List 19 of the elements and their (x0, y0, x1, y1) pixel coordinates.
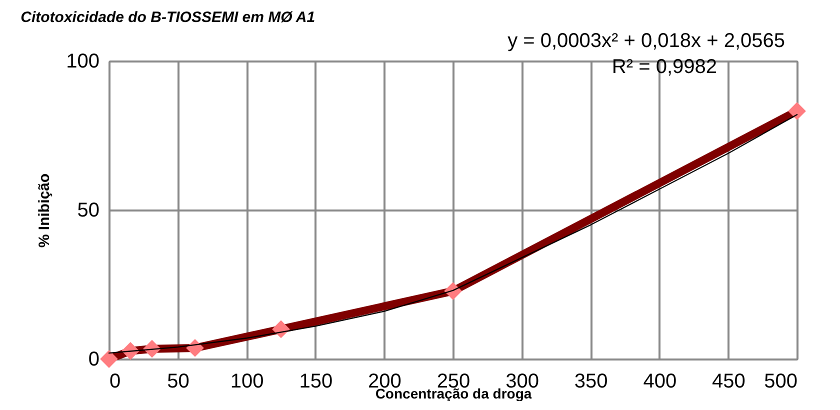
y-tick-label: 50 (77, 200, 100, 222)
x-tick-label: 300 (506, 370, 539, 392)
x-tick-label: 0 (110, 370, 121, 392)
point (788, 102, 806, 120)
chart-title: Citotoxicidade do B-TIOSSEMI em MØ A1 (20, 9, 316, 26)
x-tick-label: 500 (764, 370, 798, 392)
y-tick-label: 100 (66, 50, 100, 72)
text: y = 0,0003x² + 0,018x + 2,0565 (508, 30, 785, 52)
x-tick-label: 50 (167, 370, 190, 392)
point (272, 320, 290, 338)
x-tick-label: 400 (643, 370, 677, 392)
point (100, 350, 118, 368)
x-tick-label: 450 (712, 370, 746, 392)
y-axis-title: % Inibição (36, 173, 54, 248)
x-tick-label: 100 (230, 370, 264, 392)
y-tick-label: 0 (88, 348, 100, 370)
annotation: R² = 0,9982 (612, 56, 717, 78)
x-tick-label: 350 (574, 370, 608, 392)
x-tick-label: 150 (299, 370, 333, 392)
